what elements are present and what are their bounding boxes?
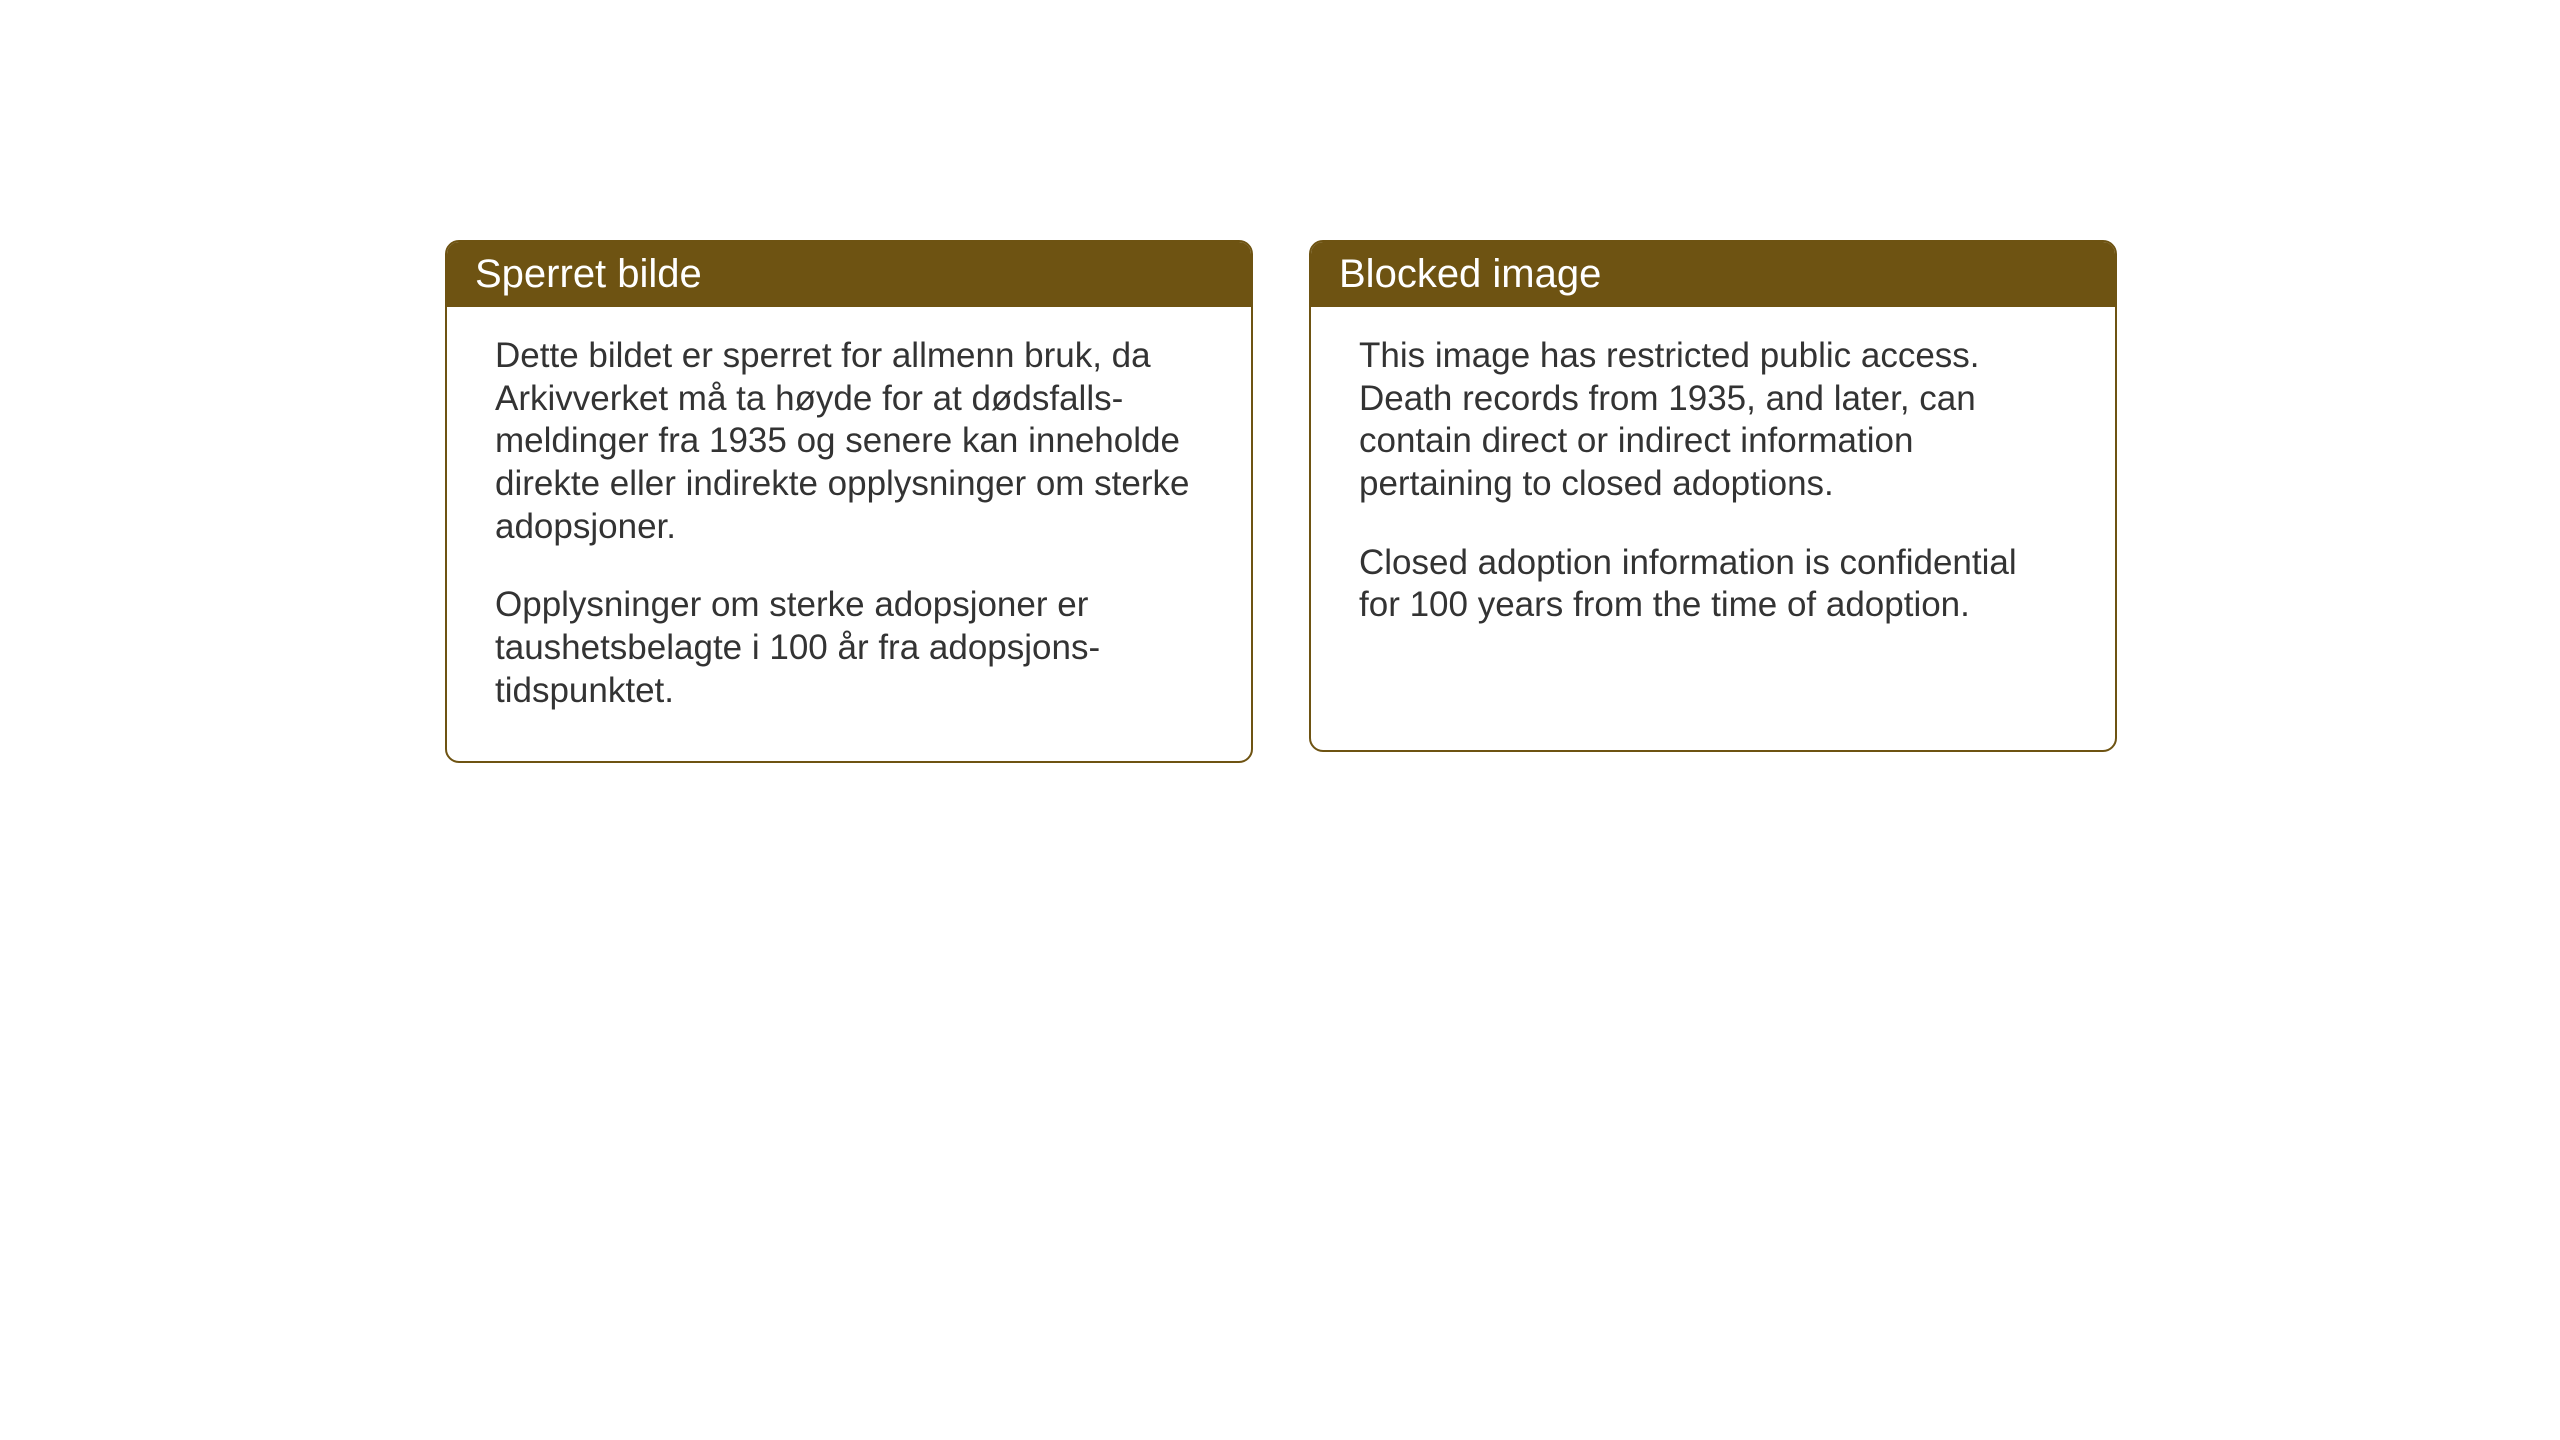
card-english-paragraph-2: Closed adoption information is confident…: [1359, 542, 2067, 627]
card-norwegian-paragraph-1: Dette bildet er sperret for allmenn bruk…: [495, 335, 1203, 548]
card-english-header: Blocked image: [1311, 242, 2115, 307]
card-english-paragraph-1: This image has restricted public access.…: [1359, 335, 2067, 506]
card-english-body: This image has restricted public access.…: [1311, 307, 2115, 675]
card-norwegian-paragraph-2: Opplysninger om sterke adopsjoner er tau…: [495, 584, 1203, 712]
card-norwegian-header: Sperret bilde: [447, 242, 1251, 307]
card-norwegian-body: Dette bildet er sperret for allmenn bruk…: [447, 307, 1251, 761]
card-english: Blocked image This image has restricted …: [1309, 240, 2117, 752]
cards-container: Sperret bilde Dette bildet er sperret fo…: [445, 240, 2117, 763]
card-norwegian: Sperret bilde Dette bildet er sperret fo…: [445, 240, 1253, 763]
